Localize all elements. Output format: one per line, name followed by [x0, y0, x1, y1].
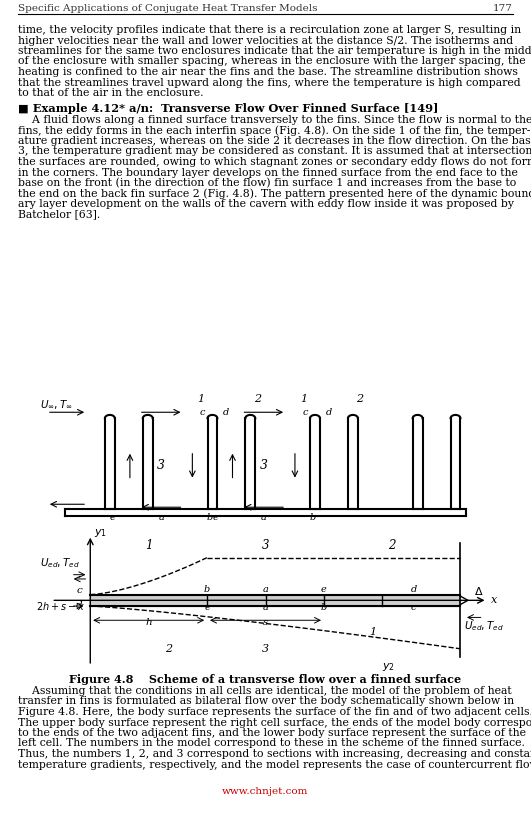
- Text: e: e: [109, 513, 115, 522]
- Text: the surfaces are rounded, owing to which stagnant zones or secondary eddy flows : the surfaces are rounded, owing to which…: [18, 157, 531, 167]
- Text: e: e: [212, 513, 218, 522]
- Text: $2h+s-x$: $2h+s-x$: [36, 600, 85, 612]
- Text: 1: 1: [369, 627, 376, 637]
- Text: $U_{ed}, T_{ed}$: $U_{ed}, T_{ed}$: [40, 556, 80, 570]
- Text: d: d: [326, 409, 332, 418]
- Text: b: b: [321, 603, 327, 612]
- Text: 1: 1: [145, 539, 152, 552]
- Text: The upper body surface represent the right cell surface, the ends of the model b: The upper body surface represent the rig…: [18, 717, 531, 728]
- Text: b: b: [204, 584, 210, 593]
- Text: of the enclosure with smaller spacing, whereas in the enclosure with the larger : of the enclosure with smaller spacing, w…: [18, 56, 526, 67]
- Text: d: d: [410, 584, 417, 593]
- Text: a: a: [261, 513, 267, 522]
- Text: ary layer development on the walls of the cavern with eddy flow inside it was pr: ary layer development on the walls of th…: [18, 199, 514, 209]
- Text: e: e: [204, 603, 210, 612]
- Text: Assuming that the conditions in all cells are identical, the model of the proble: Assuming that the conditions in all cell…: [18, 686, 512, 696]
- Text: 3: 3: [262, 539, 269, 552]
- Text: 3, the temperature gradient may be considered as constant. It is assumed that at: 3, the temperature gradient may be consi…: [18, 147, 531, 156]
- Text: $\Delta$: $\Delta$: [474, 584, 483, 597]
- Text: a: a: [158, 513, 164, 522]
- Text: a: a: [262, 584, 269, 593]
- Text: ■ Example 4.12* a/n:  Transverse Flow Over Finned Surface [149]: ■ Example 4.12* a/n: Transverse Flow Ove…: [18, 103, 439, 113]
- Text: e: e: [321, 584, 327, 593]
- Text: Figure 4.8. Here, the body surface represents the surface of the fin and of two : Figure 4.8. Here, the body surface repre…: [18, 707, 531, 717]
- Text: temperature gradients, respectively, and the model represents the case of counte: temperature gradients, respectively, and…: [18, 759, 531, 769]
- Text: c: c: [200, 409, 205, 418]
- Text: b: b: [207, 513, 213, 522]
- Text: c: c: [302, 409, 308, 418]
- Text: Batchelor [63].: Batchelor [63].: [18, 209, 100, 220]
- Text: 3: 3: [157, 459, 165, 472]
- Text: left cell. The numbers in the model correspond to these in the scheme of the fin: left cell. The numbers in the model corr…: [18, 738, 525, 749]
- Text: s: s: [263, 618, 268, 627]
- Text: to that of the air in the enclosure.: to that of the air in the enclosure.: [18, 88, 203, 98]
- Text: 2: 2: [388, 539, 396, 552]
- Text: that the streamlines travel upward along the fins, where the temperature is high: that the streamlines travel upward along…: [18, 77, 520, 87]
- Text: A fluid flows along a finned surface transversely to the fins. Since the flow is: A fluid flows along a finned surface tra…: [18, 115, 531, 125]
- Text: 2: 2: [356, 394, 364, 404]
- Text: Specific Applications of Conjugate Heat Transfer Models: Specific Applications of Conjugate Heat …: [18, 4, 318, 13]
- Text: 1: 1: [197, 394, 204, 404]
- Text: 2: 2: [254, 394, 261, 404]
- Text: 2: 2: [165, 644, 172, 654]
- Text: 3: 3: [262, 644, 269, 654]
- Text: streamlines for the same two enclosures indicate that the air temperature is hig: streamlines for the same two enclosures …: [18, 46, 531, 56]
- Text: h: h: [145, 618, 152, 627]
- Text: higher velocities near the wall and lower velocities at the distance S/2. The is: higher velocities near the wall and lowe…: [18, 36, 513, 46]
- Text: in the corners. The boundary layer develops on the finned surface from the end f: in the corners. The boundary layer devel…: [18, 168, 518, 177]
- Text: $U_{\infty}, T_{\infty}$: $U_{\infty}, T_{\infty}$: [40, 399, 73, 411]
- Text: transfer in fins is formulated as bilateral flow over the body schematically sho: transfer in fins is formulated as bilate…: [18, 697, 514, 707]
- Text: ature gradient increases, whereas on the side 2 it decreases in the flow directi: ature gradient increases, whereas on the…: [18, 136, 531, 146]
- Text: the end on the back fin surface 2 (Fig. 4.8). The pattern presented here of the : the end on the back fin surface 2 (Fig. …: [18, 189, 531, 199]
- Text: heating is confined to the air near the fins and the base. The streamline distri: heating is confined to the air near the …: [18, 67, 518, 77]
- Text: b: b: [309, 513, 315, 522]
- Text: 1: 1: [300, 394, 307, 404]
- Text: x: x: [491, 595, 498, 606]
- Text: $y_1$: $y_1$: [94, 527, 107, 539]
- Text: fins, the eddy forms in the each interfin space (Fig. 4.8). On the side 1 of the: fins, the eddy forms in the each interfi…: [18, 125, 530, 136]
- Text: time, the velocity profiles indicate that there is a recirculation zone at large: time, the velocity profiles indicate tha…: [18, 25, 521, 35]
- Text: to the ends of the two adjacent fins, and the lower body surface represent the s: to the ends of the two adjacent fins, an…: [18, 728, 526, 738]
- Text: $y_2$: $y_2$: [382, 661, 395, 672]
- Text: base on the front (in the direction of the flow) fin surface 1 and increases fro: base on the front (in the direction of t…: [18, 178, 516, 188]
- Text: www.chnjet.com: www.chnjet.com: [222, 787, 308, 796]
- Text: $U_{ed}, T_{ed}$: $U_{ed}, T_{ed}$: [464, 619, 504, 632]
- Text: d: d: [223, 409, 229, 418]
- Text: a: a: [262, 603, 269, 612]
- Text: Figure 4.8    Scheme of a transverse flow over a finned surface: Figure 4.8 Scheme of a transverse flow o…: [69, 674, 461, 685]
- Text: c: c: [77, 586, 82, 595]
- Text: d: d: [76, 602, 82, 610]
- Text: 3: 3: [260, 459, 268, 472]
- Text: 177: 177: [493, 4, 513, 13]
- Text: Thus, the numbers 1, 2, and 3 correspond to sections with increasing, decreasing: Thus, the numbers 1, 2, and 3 correspond…: [18, 749, 531, 759]
- Text: c: c: [410, 603, 416, 612]
